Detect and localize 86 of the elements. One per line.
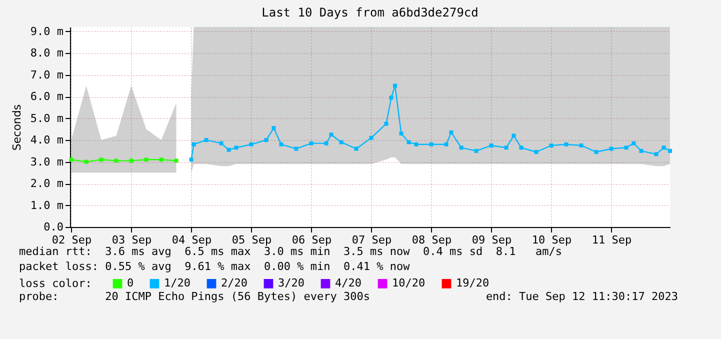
point (389, 96, 394, 100)
point (219, 141, 224, 146)
point (279, 142, 284, 146)
x-tick-label: 09 Sep (472, 234, 512, 246)
y-tick-label: 8.0 m (30, 46, 64, 60)
point (639, 148, 644, 153)
legend-label: 10/20 (392, 276, 426, 290)
point (272, 126, 276, 130)
point (159, 158, 164, 162)
point (192, 142, 196, 146)
point (512, 134, 516, 138)
point (624, 146, 628, 150)
point (393, 84, 397, 88)
point (594, 150, 598, 154)
y-axis-title: Seconds (10, 104, 24, 151)
point (99, 158, 104, 162)
point (549, 143, 554, 148)
point (519, 146, 524, 150)
point (294, 146, 298, 151)
x-tick-label: 05 Sep (232, 234, 272, 246)
y-tick-label: 5.0 m (30, 112, 64, 125)
point (354, 146, 358, 151)
point (339, 140, 344, 144)
point (204, 138, 208, 142)
point (144, 158, 148, 162)
point (414, 142, 418, 146)
point (329, 132, 334, 137)
chart-title: Last 10 Days from a6bd3de279cd (262, 5, 478, 20)
point (609, 146, 614, 151)
text: probe: 20 ICMP Echo Pings (56 Bytes) every 300s (19, 290, 370, 303)
y-tick-label: 0.0 (44, 220, 64, 234)
point (459, 146, 464, 150)
legend-label: 19/20 (456, 276, 490, 290)
point (654, 152, 658, 156)
point (189, 158, 194, 162)
point (264, 138, 268, 142)
legend-label: 1/20 (164, 276, 190, 290)
legend-label: 2/20 (221, 276, 248, 290)
y-tick-label: 2.0 m (30, 177, 64, 190)
point (406, 140, 411, 144)
point (444, 142, 448, 146)
y-tick-label: 4.0 m (30, 134, 64, 147)
x-tick-label: 08 Sep (412, 234, 452, 246)
point (129, 158, 134, 163)
point (579, 143, 584, 148)
point (662, 146, 666, 150)
text: median rtt: 3.6 ms avg 6.5 ms max 3.0 ms min 3.5 ms now 0.4 ms sd 8.1 am/s (19, 245, 562, 258)
point (234, 146, 238, 150)
point (249, 142, 254, 146)
x-tick-label: 07 Sep (352, 234, 392, 246)
point (369, 136, 374, 140)
y-tick-label: 3.0 m (30, 155, 64, 168)
legend-label: 3/20 (278, 276, 304, 290)
point (632, 141, 636, 146)
point (84, 160, 88, 164)
x-tick-label: 10 Sep (532, 234, 572, 246)
x-tick-label: 03 Sep (112, 234, 152, 246)
point (114, 158, 118, 163)
x-tick-label: 04 Sep (172, 234, 212, 246)
point (489, 143, 494, 148)
point (384, 122, 388, 126)
point (226, 148, 231, 152)
point (474, 148, 478, 153)
point (324, 141, 328, 146)
point (449, 130, 454, 134)
point (504, 146, 508, 150)
text: packet loss: 0.55 % avg 9.61 % max 0.00 % min 0.41 % now (19, 260, 410, 273)
legend-label: 4/20 (335, 276, 362, 290)
legend-title: loss color: (19, 277, 92, 290)
point (429, 142, 434, 146)
x-tick-label: 11 Sep (592, 234, 632, 246)
point (564, 142, 568, 146)
y-tick-label: 1.0 m (30, 198, 64, 212)
x-tick-label: 02 Sep (52, 234, 92, 246)
legend-label: 0 (127, 276, 134, 290)
point (668, 148, 672, 153)
y-tick-label: 9.0 m (30, 24, 64, 38)
point (309, 141, 314, 146)
y-tick-label: 7.0 m (30, 68, 64, 82)
x-tick-label: 06 Sep (292, 234, 332, 246)
point (534, 150, 538, 154)
point (69, 158, 74, 162)
point (399, 132, 404, 136)
point (174, 158, 178, 163)
text: end: Tue Sep 12 11:30:17 2023 (486, 290, 678, 303)
y-tick-label: 6.0 m (30, 90, 64, 104)
